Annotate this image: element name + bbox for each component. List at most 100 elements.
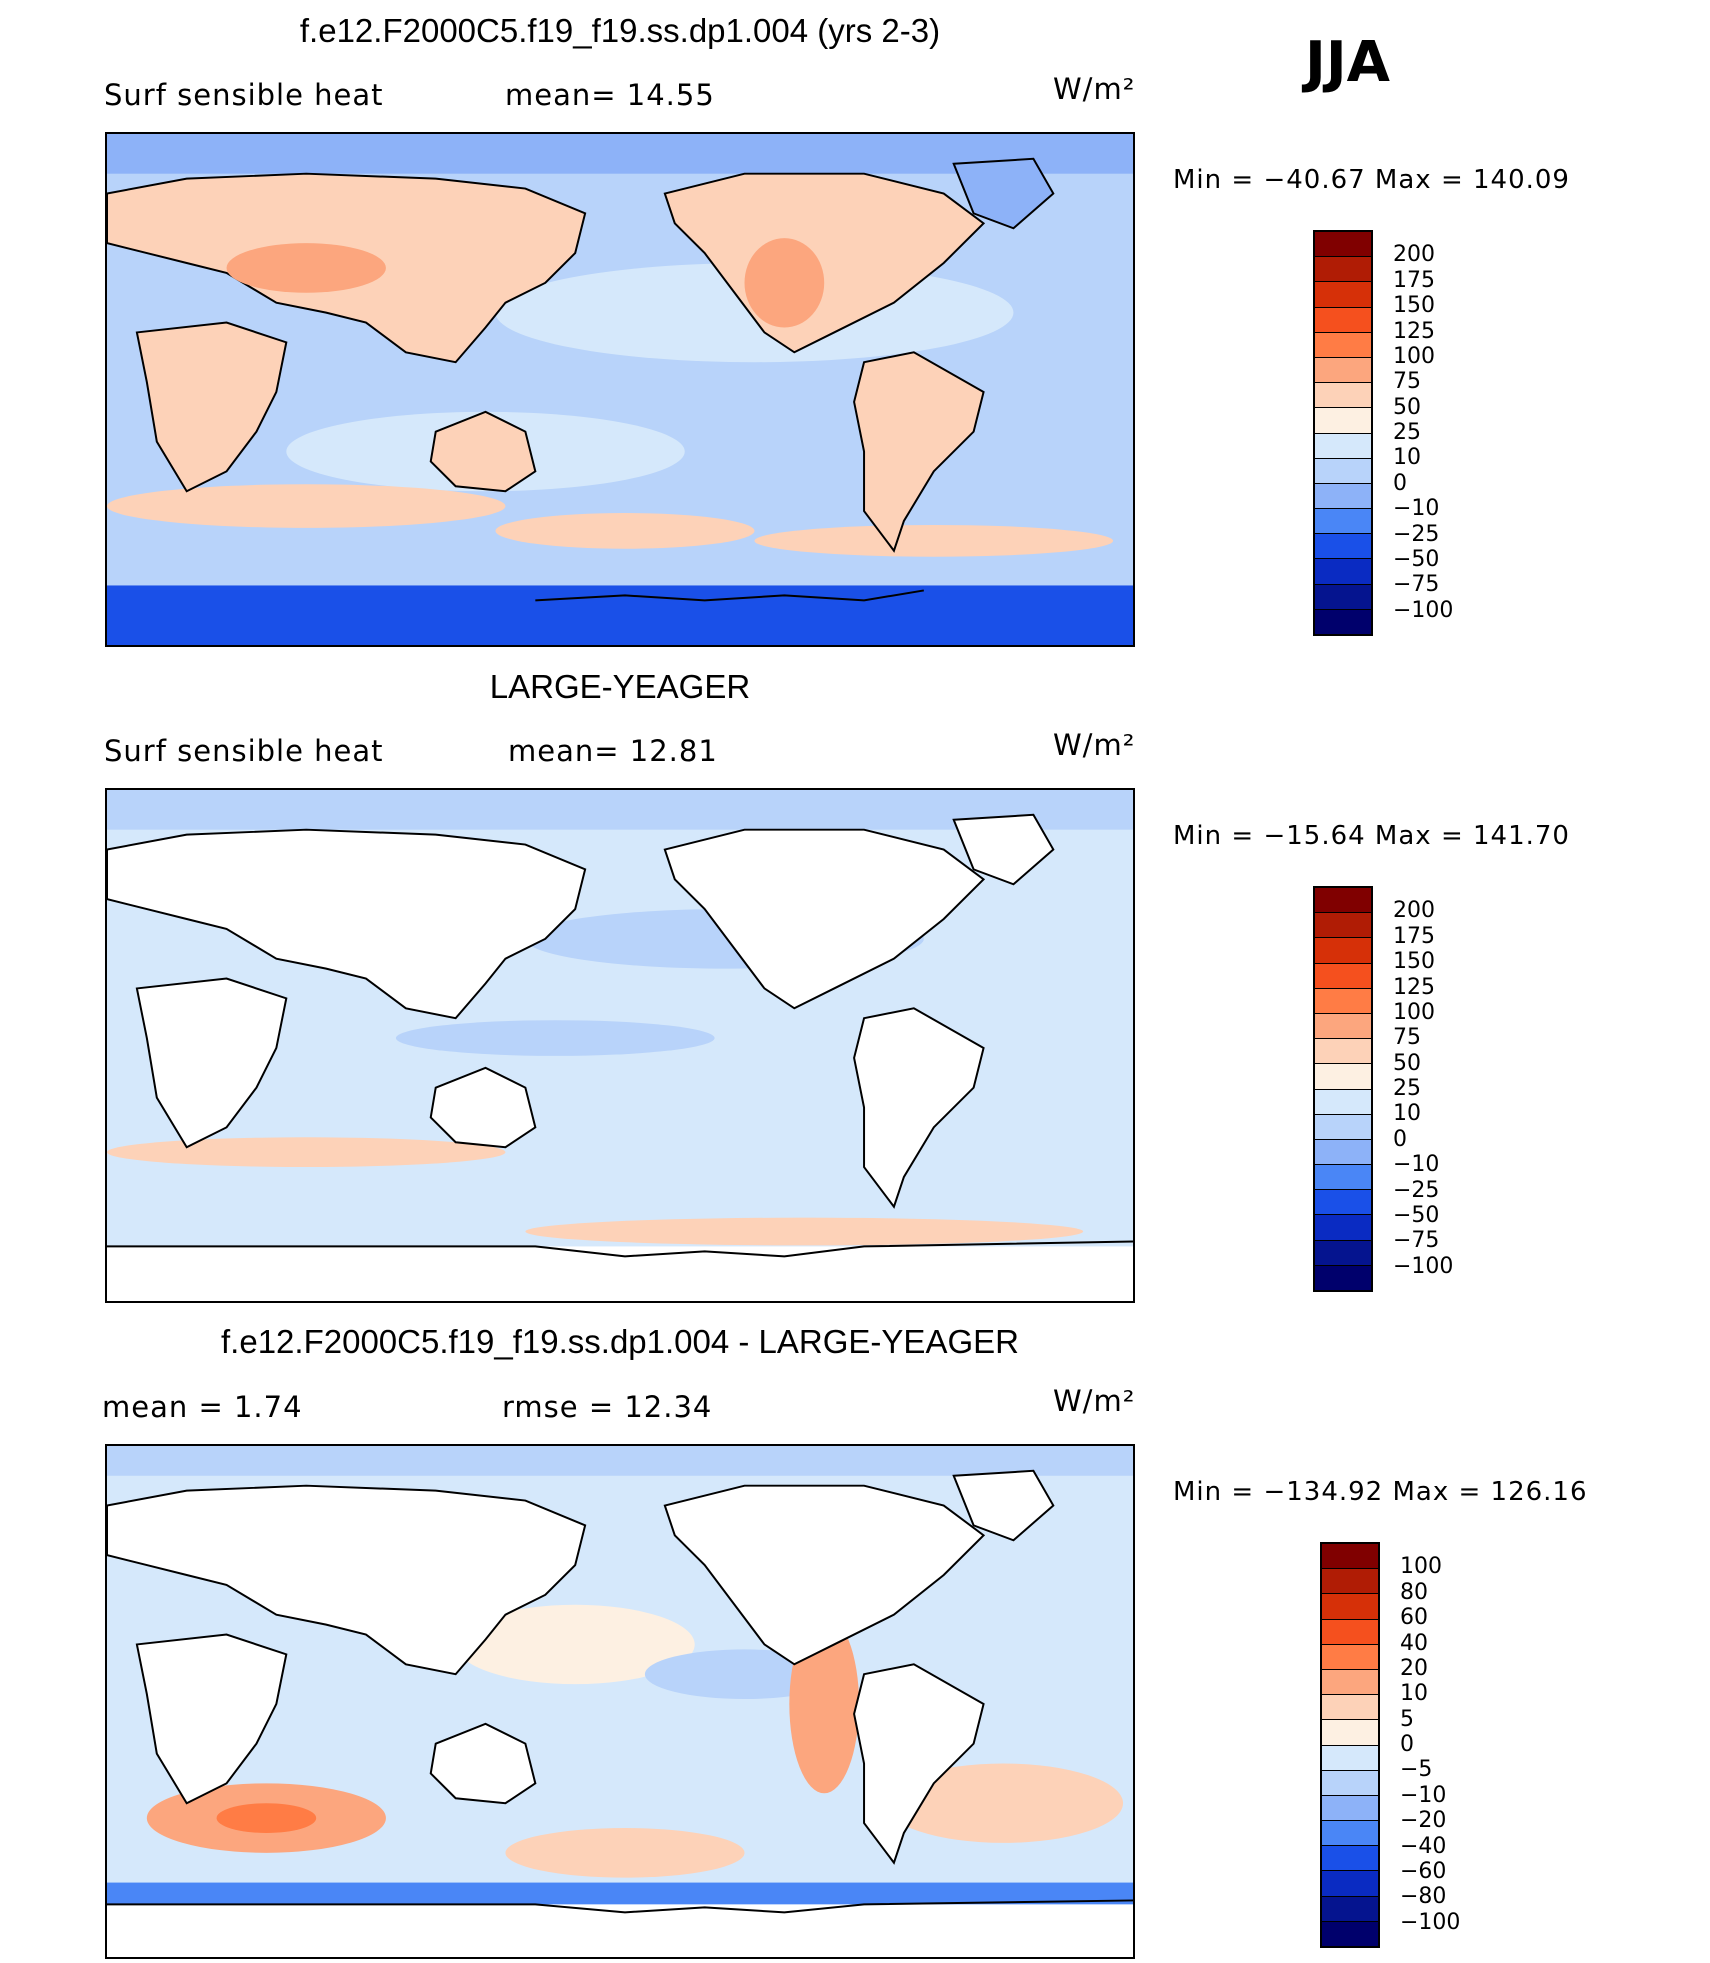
colorbar-label: −25: [1393, 1177, 1440, 1203]
colorbar-label: 25: [1393, 420, 1421, 445]
colorbar-label: 200: [1393, 898, 1435, 924]
panel-1-mean-label: mean= 14.55: [505, 78, 715, 112]
colorbar-label: −10: [1393, 1152, 1440, 1178]
colorbar-segment: [1315, 1039, 1371, 1065]
colorbar-segment: [1322, 1695, 1378, 1721]
colorbar-segment: [1322, 1821, 1378, 1847]
colorbar-segment: [1322, 1871, 1378, 1897]
colorbar-label: −25: [1393, 521, 1440, 547]
colorbar-segment: [1315, 609, 1371, 634]
colorbar-segment: [1322, 1644, 1378, 1670]
colorbar-segment: [1315, 257, 1371, 283]
panel-1-title: f.e12.F2000C5.f19_f19.ss.dp1.004 (yrs 2-…: [299, 12, 941, 49]
panel-2-title: LARGE-YEAGER: [489, 668, 751, 705]
colorbar-segment: [1315, 1114, 1371, 1140]
colorbar-segment: [1322, 1745, 1378, 1771]
colorbar-label: 10: [1393, 445, 1421, 471]
panel-1-units-label: W/m²: [1053, 72, 1136, 106]
panel-2-variable-label: Surf sensible heat: [104, 734, 384, 768]
colorbar-segment: [1315, 584, 1371, 610]
colorbar-label: 150: [1393, 293, 1435, 319]
colorbar-segment: [1315, 1240, 1371, 1266]
colorbar-segment: [1315, 509, 1371, 535]
panel-2-map: [105, 788, 1135, 1303]
colorbar-segment: [1315, 963, 1371, 989]
colorbar-segment: [1322, 1594, 1378, 1620]
panel-1-variable-label: Surf sensible heat: [104, 78, 384, 112]
colorbar-label: 125: [1393, 318, 1435, 344]
colorbar-label: 200: [1393, 242, 1435, 268]
colorbar-label: −80: [1400, 1884, 1447, 1910]
colorbar-segment: [1315, 938, 1371, 964]
colorbar-segment: [1315, 483, 1371, 510]
panel-2-mean-label: mean= 12.81: [508, 734, 718, 768]
colorbar-segment: [1315, 332, 1371, 358]
colorbar-segment: [1315, 1013, 1371, 1040]
panel-3-mean-label: mean = 1.74: [102, 1390, 303, 1424]
colorbar-label: 50: [1393, 1050, 1421, 1076]
colorbar-label: −100: [1393, 1253, 1454, 1279]
colorbar-label: 150: [1393, 949, 1435, 975]
colorbar-label: 0: [1393, 1126, 1407, 1152]
colorbar-segment: [1315, 383, 1371, 409]
colorbar-label: 125: [1393, 974, 1435, 1000]
colorbar-label: 60: [1400, 1605, 1428, 1631]
colorbar-segment: [1315, 888, 1371, 914]
panel-2-colorbar-box: [1313, 886, 1373, 1292]
colorbar-label: 75: [1393, 1025, 1421, 1051]
colorbar-label: 175: [1393, 267, 1435, 293]
colorbar-segment: [1315, 307, 1371, 333]
colorbar-segment: [1315, 1089, 1371, 1115]
colorbar-segment: [1322, 1669, 1378, 1696]
colorbar-label: 40: [1400, 1630, 1428, 1656]
colorbar-segment: [1322, 1720, 1378, 1746]
panel-1-map: [105, 132, 1135, 647]
panel-3-colorbar-box: [1320, 1542, 1380, 1948]
colorbar-segment: [1315, 559, 1371, 585]
colorbar-segment: [1315, 1165, 1371, 1191]
colorbar-label: 5: [1400, 1706, 1414, 1732]
colorbar-label: 0: [1393, 470, 1407, 496]
panel-3-map-svg: [107, 1446, 1133, 1957]
colorbar-segment: [1315, 913, 1371, 939]
colorbar-label: 80: [1400, 1579, 1428, 1605]
colorbar-label: −50: [1393, 1202, 1440, 1228]
colorbar-label: 100: [1393, 343, 1435, 369]
panel-3-min-max: Min = −134.92 Max = 126.16: [1173, 1477, 1588, 1507]
colorbar-label: 0: [1400, 1732, 1414, 1757]
colorbar-segment: [1315, 1265, 1371, 1290]
colorbar-segment: [1322, 1921, 1378, 1946]
colorbar-label: 175: [1393, 923, 1435, 949]
colorbar-segment: [1315, 458, 1371, 484]
colorbar-segment: [1315, 1139, 1371, 1166]
colorbar-segment: [1322, 1846, 1378, 1872]
colorbar-segment: [1322, 1544, 1378, 1570]
colorbar-segment: [1315, 1215, 1371, 1241]
panel-3-rmse-label: rmse = 12.34: [502, 1390, 713, 1424]
panel-3-units-label: W/m²: [1053, 1384, 1136, 1418]
colorbar-label: 20: [1400, 1655, 1428, 1681]
colorbar-label: 10: [1393, 1101, 1421, 1127]
colorbar-label: −50: [1393, 546, 1440, 572]
colorbar-label: −75: [1393, 572, 1440, 598]
colorbar-label: −75: [1393, 1228, 1440, 1254]
colorbar-label: −20: [1400, 1808, 1447, 1834]
colorbar-label: −10: [1400, 1782, 1447, 1808]
colorbar-label: −100: [1393, 597, 1454, 623]
colorbar-label: −5: [1400, 1757, 1433, 1783]
panel-1-min-max: Min = −40.67 Max = 140.09: [1173, 165, 1570, 195]
colorbar-label: 10: [1400, 1681, 1428, 1707]
panel-3-title: f.e12.F2000C5.f19_f19.ss.dp1.004 - LARGE…: [221, 1323, 1019, 1360]
colorbar-segment: [1315, 408, 1371, 434]
panel-2-min-max: Min = −15.64 Max = 141.70: [1173, 821, 1570, 851]
colorbar-segment: [1322, 1770, 1378, 1796]
colorbar-label: −10: [1393, 496, 1440, 522]
panel-2-map-svg: [107, 790, 1133, 1301]
panel-2-units-label: W/m²: [1053, 728, 1136, 762]
colorbar-label: 25: [1393, 1076, 1421, 1101]
colorbar-segment: [1315, 282, 1371, 308]
colorbar-label: 75: [1393, 369, 1421, 395]
colorbar-segment: [1315, 1064, 1371, 1090]
colorbar-segment: [1315, 357, 1371, 384]
colorbar-segment: [1315, 534, 1371, 560]
